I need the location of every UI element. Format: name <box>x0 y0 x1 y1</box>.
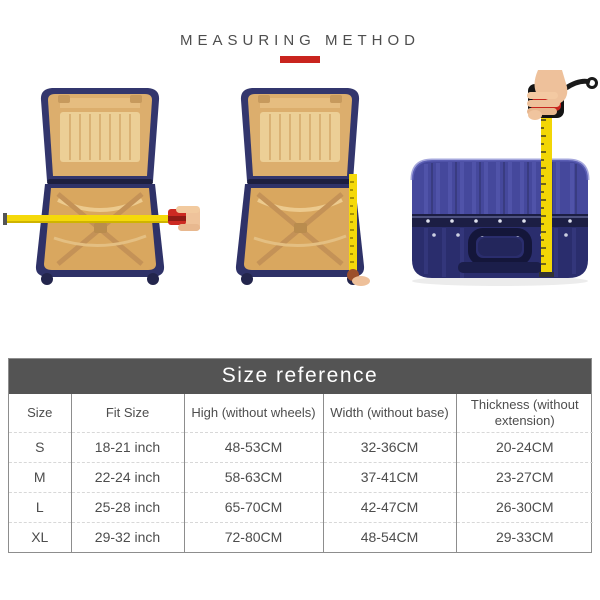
cell-fit-size: 29-32 inch <box>70 521 184 552</box>
cell-width: 48-54CM <box>322 521 456 552</box>
photo-open-suitcase-depth-measure <box>200 68 400 290</box>
table-header-row: Size Fit Size High (without wheels) Widt… <box>9 394 593 432</box>
cell-width: 37-41CM <box>322 461 456 492</box>
page-title: MEASURING METHOD <box>179 32 420 49</box>
cell-thickness: 29-33CM <box>455 521 593 552</box>
hand-with-tape-body <box>168 206 200 231</box>
cell-fit-size: 25-28 inch <box>70 491 184 522</box>
cell-size: XL <box>9 521 71 552</box>
col-header-thickness: Thickness (without extension) <box>455 394 593 432</box>
table-title: Size reference <box>9 359 591 394</box>
table-row: M 22-24 inch 58-63CM 37-41CM 23-27CM <box>9 461 593 492</box>
measuring-photos-row <box>0 68 600 290</box>
photo-open-suitcase-width-measure <box>0 68 200 290</box>
photo-closed-suitcase-height-measure <box>400 68 600 290</box>
measuring-tape-horizontal <box>3 213 173 225</box>
size-reference-table: Size reference Size Fit Size High (witho… <box>8 358 593 553</box>
cell-width: 42-47CM <box>322 491 456 522</box>
table-row: XL 29-32 inch 72-80CM 48-54CM 29-33CM <box>9 521 593 552</box>
cell-size: L <box>9 491 71 522</box>
cell-thickness: 26-30CM <box>455 491 593 522</box>
col-header-fit-size: Fit Size <box>70 394 184 432</box>
hand-with-tape-measure <box>527 70 598 120</box>
measuring-tape-vertical <box>349 174 357 272</box>
header: MEASURING METHOD <box>0 32 600 63</box>
col-header-size: Size <box>27 404 53 420</box>
cell-high: 58-63CM <box>183 461 323 492</box>
cell-high: 65-70CM <box>183 491 323 522</box>
open-suitcase-vertical-tape-icon <box>235 88 370 286</box>
tape-end-hand <box>347 269 370 286</box>
open-suitcase-horizontal-tape-icon <box>3 88 200 285</box>
closed-suitcase-height-tape-icon <box>410 70 598 286</box>
table-row: L 25-28 inch 65-70CM 42-47CM 26-30CM <box>9 491 593 522</box>
cell-thickness: 20-24CM <box>455 431 593 462</box>
cell-thickness: 23-27CM <box>455 461 593 492</box>
cell-size: S <box>9 431 71 462</box>
cell-high: 72-80CM <box>183 521 323 552</box>
cell-fit-size: 22-24 inch <box>70 461 184 492</box>
col-header-width: Width (without base) <box>322 394 456 432</box>
cell-width: 32-36CM <box>322 431 456 462</box>
cell-size: M <box>9 461 71 492</box>
table-row: S 18-21 inch 48-53CM 32-36CM 20-24CM <box>9 431 593 462</box>
measuring-tape-vertical <box>539 112 554 277</box>
cell-high: 48-53CM <box>183 431 323 462</box>
col-header-high: High (without wheels) <box>183 394 323 432</box>
title-underline-bar <box>280 56 320 63</box>
cell-fit-size: 18-21 inch <box>70 431 184 462</box>
